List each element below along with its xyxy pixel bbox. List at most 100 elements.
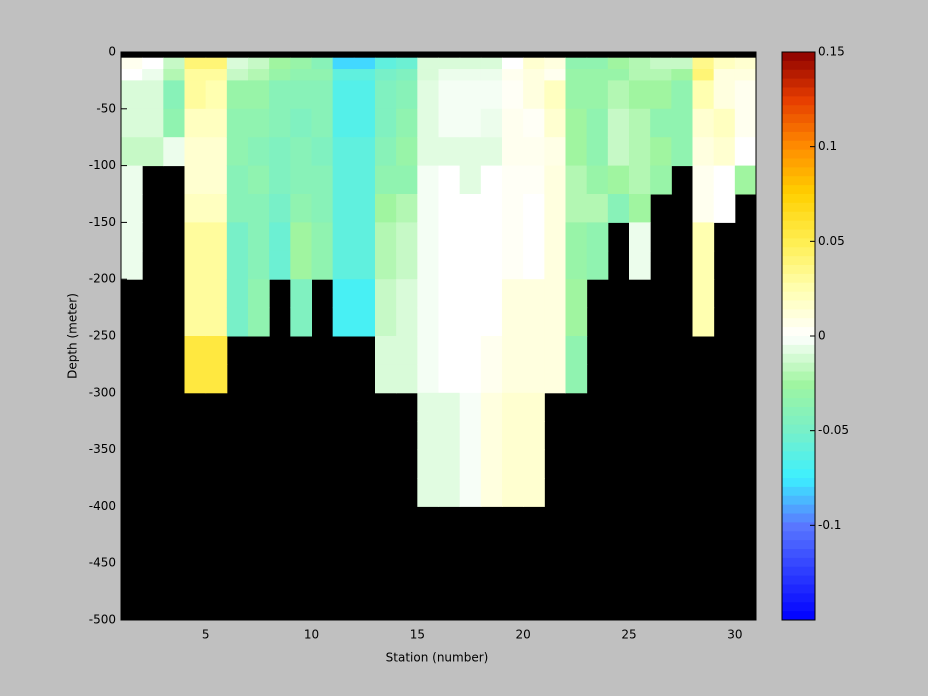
heatmap-cell — [332, 307, 355, 337]
colorbar-step — [782, 273, 815, 284]
heatmap-cell — [480, 69, 503, 81]
heatmap-cell — [480, 165, 503, 195]
heatmap-cell — [692, 69, 715, 81]
colorbar-step — [782, 140, 815, 151]
colorbar-step — [782, 256, 815, 266]
heatmap-cell — [734, 137, 757, 167]
heatmap-cell — [523, 137, 545, 167]
colorbar-step — [782, 238, 815, 248]
heatmap-cell — [459, 449, 482, 479]
colorbar-step — [782, 602, 815, 612]
heatmap-cell — [565, 108, 588, 138]
heatmap-cell — [713, 80, 736, 110]
heatmap-cell — [544, 279, 566, 309]
heatmap-cell — [375, 222, 397, 252]
heatmap-cell — [205, 80, 228, 110]
heatmap-cell — [713, 108, 736, 138]
heatmap-cell — [311, 165, 334, 195]
heatmap-cell — [184, 80, 207, 110]
heatmap-cell — [734, 57, 757, 70]
heatmap-cell — [480, 279, 503, 309]
colorbar-step — [782, 522, 815, 532]
colorbar-step — [782, 202, 815, 213]
heatmap-cell — [480, 108, 503, 138]
heatmap-cell — [480, 250, 503, 280]
heatmap-cell — [480, 449, 503, 479]
colorbar-step — [782, 265, 815, 275]
heatmap-cell — [417, 80, 439, 110]
colorbar-step — [782, 451, 815, 461]
colorbar-step — [782, 362, 815, 372]
heatmap-cell — [565, 279, 588, 309]
heatmap-cell — [142, 137, 164, 167]
heatmap-cell — [142, 80, 164, 110]
heatmap-cell — [650, 57, 672, 70]
heatmap-cell — [353, 307, 376, 337]
heatmap-cell — [375, 336, 397, 365]
heatmap-cell — [226, 194, 249, 223]
heatmap-cell — [311, 194, 334, 223]
heatmap-cell — [417, 336, 439, 365]
heatmap-cell — [184, 137, 207, 167]
heatmap-cell — [629, 250, 651, 280]
y-tick-label: -250 — [89, 329, 116, 343]
colorbar-step — [782, 540, 815, 550]
heatmap-cell — [438, 392, 461, 422]
heatmap-cell — [650, 137, 672, 167]
heatmap-cell — [607, 80, 630, 110]
y-tick-label: -100 — [89, 158, 116, 172]
heatmap-cell — [523, 336, 545, 365]
colorbar-step — [782, 557, 815, 568]
heatmap-cell — [523, 194, 545, 223]
heatmap-cell — [375, 194, 397, 223]
heatmap-cell — [459, 279, 482, 309]
heatmap-cell — [671, 69, 693, 81]
heatmap-cell — [523, 69, 545, 81]
heatmap-cell — [734, 108, 757, 138]
heatmap-cell — [502, 165, 524, 195]
heatmap-cell — [438, 165, 461, 195]
y-tick-label: -500 — [89, 613, 116, 627]
heatmap-cell — [396, 222, 418, 252]
heatmap-cell — [417, 69, 439, 81]
heatmap-cell — [205, 69, 228, 81]
heatmap-cell — [184, 336, 207, 365]
colorbar-step — [782, 407, 815, 417]
colorbar-step — [782, 229, 815, 239]
colorbar-step — [782, 433, 815, 443]
heatmap-cell — [396, 250, 418, 280]
heatmap-cell — [226, 69, 249, 81]
heatmap-cell — [290, 137, 312, 167]
heatmap-cell — [713, 165, 736, 195]
heatmap-cell — [290, 69, 312, 81]
heatmap-cell — [417, 307, 439, 337]
heatmap-cell — [671, 108, 693, 138]
heatmap-cell — [375, 250, 397, 280]
heatmap-cell — [269, 69, 291, 81]
heatmap-cell — [290, 80, 312, 110]
heatmap-cell — [586, 165, 609, 195]
heatmap-cell — [692, 57, 715, 70]
heatmap-cell — [417, 165, 439, 195]
heatmap-cell — [713, 194, 736, 223]
heatmap-cell — [480, 478, 503, 507]
heatmap-cell — [713, 137, 736, 167]
colorbar-step — [782, 78, 815, 88]
heatmap-cell — [692, 250, 715, 280]
heatmap-cell — [523, 392, 545, 422]
heatmap-cell — [184, 279, 207, 309]
heatmap-cell — [671, 57, 693, 70]
heatmap-cell — [523, 364, 545, 394]
heatmap-cell — [544, 194, 566, 223]
heatmap-cell — [121, 80, 143, 110]
heatmap-cell — [502, 449, 524, 479]
colorbar-step — [782, 478, 815, 488]
heatmap-cell — [502, 80, 524, 110]
heatmap-cell — [269, 222, 291, 252]
heatmap-cell — [142, 69, 164, 81]
colorbar-step — [782, 469, 815, 479]
heatmap-cell — [163, 57, 185, 70]
heatmap-cell — [523, 307, 545, 337]
colorbar-step — [782, 123, 815, 133]
heatmap-cell — [311, 69, 334, 81]
